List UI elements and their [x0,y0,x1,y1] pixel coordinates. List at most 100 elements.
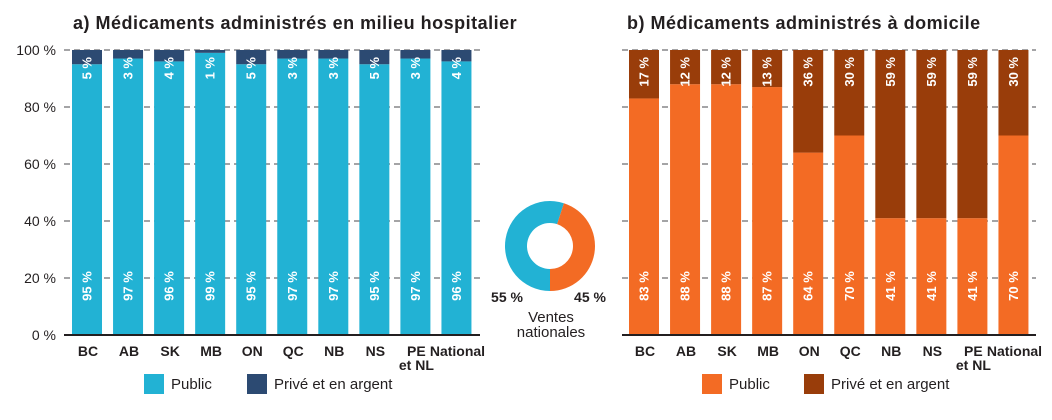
value-label-private: 59 % [924,57,939,87]
y-tick-label: 100 % [16,42,56,58]
category-label: QC [283,343,304,359]
value-label-private: 17 % [637,57,652,87]
bar-private-pe-et-nl [957,50,988,219]
value-label-private: 12 % [719,57,734,87]
legend: Public Privé et en argent [144,374,393,394]
bar-private-on [793,50,824,153]
value-label-public: 97 % [285,271,300,301]
category-label: et NL [956,357,991,373]
bar-public-on [793,152,824,335]
bar-public-sk [154,61,185,336]
value-label-private: 4 % [449,57,464,80]
value-label-private: 12 % [678,57,693,87]
value-label-private: 3 % [408,57,423,80]
category-label: BC [78,343,98,359]
legend: Public Privé et en argent [702,374,950,394]
bar-private-ns [359,50,390,65]
chart-title: b) Médicaments administrés à domicile [627,13,981,33]
bar-private-nb [318,50,349,59]
value-label-public: 96 % [449,271,464,301]
value-label-private: 30 % [842,57,857,87]
value-label-public: 64 % [801,271,816,301]
bar-private-national [998,50,1029,136]
bar-private-bc [629,50,659,99]
category-label: MB [757,343,779,359]
bar-public-ns [359,64,390,335]
y-tick-label: 20 % [24,270,56,286]
bar-private-sk [711,50,742,85]
legend-label: Privé et en argent [831,376,950,393]
donut-slice-hospital [505,200,564,291]
bar-private-sk [154,50,185,62]
legend-swatch-public [702,374,722,394]
y-tick-label: 80 % [24,99,56,115]
bar-private-pe-et-nl [400,50,431,59]
bar-public-pe-et-nl [957,218,988,335]
donut-title: Ventes [528,309,574,326]
category-label: SK [160,343,179,359]
value-label-public: 96 % [162,271,177,301]
value-label-private: 13 % [760,57,775,87]
bar-public-mb [195,52,226,335]
category-label: NB [881,343,901,359]
value-label-public: 83 % [637,271,652,301]
value-label-public: 97 % [326,271,341,301]
category-label: National [430,343,485,359]
bars: 83 % 17 % 88 % 12 % 88 % 12 % 87 % 13 % 64 % 36 %… [629,50,1029,335]
bar-public-national [998,135,1029,335]
category-label: PE [407,343,426,359]
category-label: ON [799,343,820,359]
bar-private-national [441,50,472,62]
value-label-public: 97 % [121,271,136,301]
category-label: QC [840,343,861,359]
bar-public-national [441,61,472,336]
value-label-private: 59 % [883,57,898,87]
bar-public-bc [72,64,102,335]
value-label-private: 1 % [203,57,218,80]
value-label-private: 36 % [801,57,816,87]
value-label-public: 41 % [924,271,939,301]
category-label: PE [964,343,983,359]
legend-swatch-public [144,374,164,394]
category-label: NS [923,343,942,359]
bar-private-nb [875,50,906,219]
value-label-private: 5 % [367,57,382,80]
bar-private-ab [113,50,144,59]
bar-private-qc [834,50,865,136]
legend-swatch-private [804,374,824,394]
value-label-public: 88 % [678,271,693,301]
value-label-public: 87 % [760,271,775,301]
bar-private-ab [670,50,701,85]
category-label: AB [676,343,696,359]
value-label-private: 3 % [285,57,300,80]
value-label-public: 41 % [883,271,898,301]
bar-public-on [236,64,267,335]
value-label-private: 30 % [1006,57,1021,87]
bar-public-pe-et-nl [400,58,431,336]
legend-swatch-private [247,374,267,394]
bar-public-ab [670,84,701,335]
value-label-private: 3 % [326,57,341,80]
y-tick-label: 60 % [24,156,56,172]
value-label-public: 41 % [965,271,980,301]
donut-label-home: 45 % [574,289,606,305]
bar-public-mb [752,87,783,335]
chart-home: b) Médicaments administrés à domicile 83 … [622,13,1042,394]
value-label-private: 3 % [121,57,136,80]
chart-hospital: a) Médicaments administrés en milieu hos… [16,13,517,394]
value-label-public: 70 % [1006,271,1021,301]
value-label-public: 95 % [80,271,95,301]
category-label: et NL [399,357,434,373]
bar-public-nb [875,218,906,335]
category-label: ON [242,343,263,359]
bar-public-sk [711,84,742,335]
category-label: AB [119,343,139,359]
donut-title: nationales [517,324,585,341]
bar-public-ns [916,218,947,335]
value-label-public: 95 % [244,271,259,301]
bar-private-mb [195,50,226,53]
value-label-public: 95 % [367,271,382,301]
donut-label-hospital: 55 % [491,289,523,305]
value-label-public: 97 % [408,271,423,301]
